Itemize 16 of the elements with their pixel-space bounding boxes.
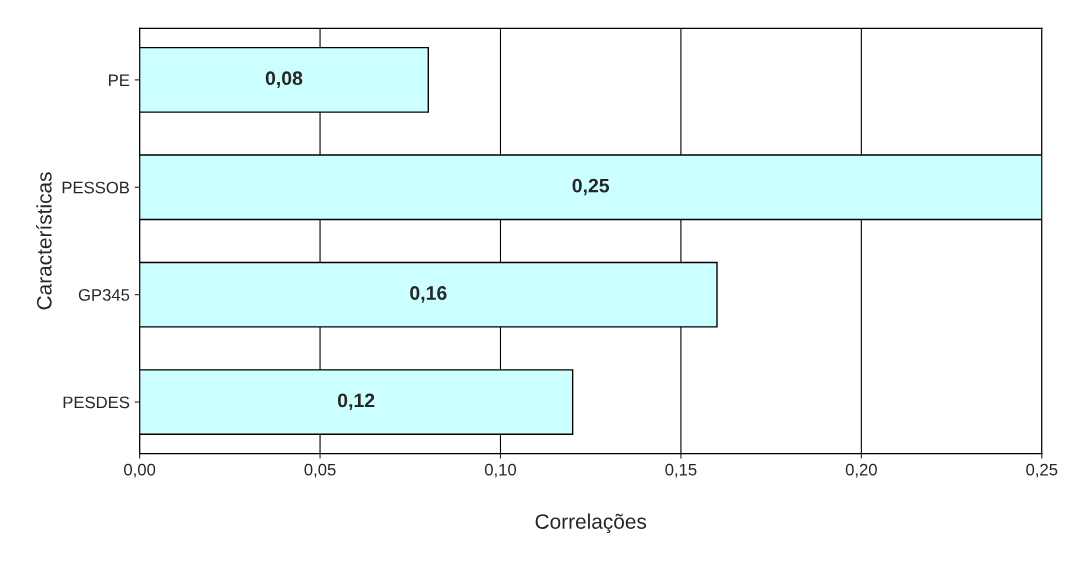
x-tick-label: 0,20 xyxy=(845,463,877,478)
x-tick-label: 0,10 xyxy=(484,463,517,478)
data-label: 0,25 xyxy=(572,178,610,196)
x-axis-title: Correlações xyxy=(535,513,647,534)
y-tick-label: PESDES xyxy=(63,396,130,409)
data-label: 0,08 xyxy=(265,71,303,88)
x-tick-label: 0,25 xyxy=(1026,463,1058,478)
x-tick-label: 0,05 xyxy=(304,463,336,478)
x-tick-label: 0,00 xyxy=(124,463,156,478)
y-tick-label: GP345 xyxy=(78,289,130,301)
y-tick-label: PESSOB xyxy=(62,181,130,194)
y-tick-label: PE xyxy=(109,74,130,86)
data-label: 0,16 xyxy=(410,286,447,303)
data-label: 0,12 xyxy=(337,393,375,411)
y-axis-title: Características xyxy=(36,172,52,310)
x-tick-label: 0,15 xyxy=(665,463,697,478)
